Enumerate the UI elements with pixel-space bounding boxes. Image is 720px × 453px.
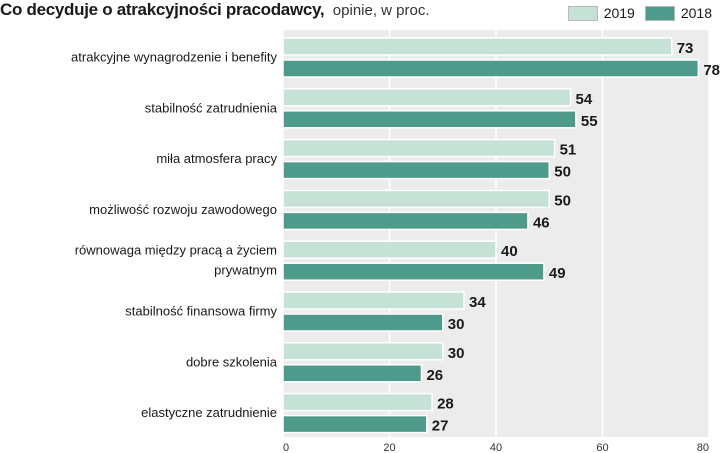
bar-2019 xyxy=(282,291,465,310)
x-tick-label: 40 xyxy=(490,442,502,453)
data-label-2019: 34 xyxy=(469,294,486,311)
category-label: prywatnym xyxy=(214,263,277,278)
data-label-2018: 46 xyxy=(533,214,550,231)
data-label-2018: 49 xyxy=(549,265,566,282)
x-tick-label: 80 xyxy=(697,442,709,453)
bar-2018 xyxy=(282,59,700,78)
bar-2019 xyxy=(282,189,550,209)
chart-title: Co decyduje o atrakcyjności pracodawcy, xyxy=(0,0,325,19)
bar-2018 xyxy=(282,262,545,281)
x-tick-label: 60 xyxy=(596,442,608,453)
chart-title-row: Co decyduje o atrakcyjności pracodawcy, … xyxy=(0,0,430,26)
data-label-2018: 30 xyxy=(448,316,465,333)
bar-2019 xyxy=(282,88,572,107)
category-label: stabilność zatrudnienia xyxy=(145,100,278,115)
category-label: stabilność finansowa firmy xyxy=(125,304,277,319)
data-label-2019: 50 xyxy=(554,192,571,209)
category-label: atrakcyjne wynagrodzenie i benefity xyxy=(71,50,277,65)
data-label-2019: 30 xyxy=(448,345,465,362)
data-label-2018: 50 xyxy=(554,164,571,181)
bar-2019 xyxy=(282,37,673,56)
legend-swatch-2019 xyxy=(567,5,598,21)
category-label: możliwość rozwoju zawodowego xyxy=(89,202,277,217)
category-label: dobre szkolenia xyxy=(186,354,278,369)
legend: 2019 2018 xyxy=(567,5,712,21)
data-label-2019: 51 xyxy=(560,142,577,159)
legend-item-2019: 2019 xyxy=(567,5,635,21)
bar-2019 xyxy=(282,138,556,158)
bar-2019 xyxy=(282,342,444,361)
legend-item-2018: 2018 xyxy=(644,5,712,21)
bar-2018 xyxy=(282,211,529,231)
data-label-2018: 55 xyxy=(581,113,598,130)
bar-2018 xyxy=(282,364,423,383)
bar-2018 xyxy=(282,160,550,180)
legend-label-2018: 2018 xyxy=(680,5,712,21)
bar-2018 xyxy=(282,414,428,434)
x-tick-label: 0 xyxy=(283,442,289,453)
bar-2019 xyxy=(282,240,497,259)
legend-label-2019: 2019 xyxy=(603,5,635,21)
chart-subtitle: opinie, w proc. xyxy=(332,2,430,19)
data-label-2018: 78 xyxy=(703,62,720,79)
bar-2018 xyxy=(282,313,444,332)
data-label-2018: 26 xyxy=(426,367,443,384)
bar-2018 xyxy=(282,110,577,129)
data-label-2019: 54 xyxy=(576,91,593,108)
data-label-2019: 28 xyxy=(437,396,454,413)
data-label-2018: 27 xyxy=(432,418,449,435)
category-label: elastyczne zatrudnienie xyxy=(141,405,277,420)
category-label: miła atmosfera pracy xyxy=(156,151,277,166)
data-label-2019: 40 xyxy=(501,243,518,260)
x-tick-label: 20 xyxy=(383,442,395,453)
category-label: równowaga między pracą a życiem xyxy=(75,243,277,258)
legend-swatch-2018 xyxy=(644,5,675,21)
bar-2019 xyxy=(282,392,433,412)
data-label-2019: 73 xyxy=(677,40,694,57)
